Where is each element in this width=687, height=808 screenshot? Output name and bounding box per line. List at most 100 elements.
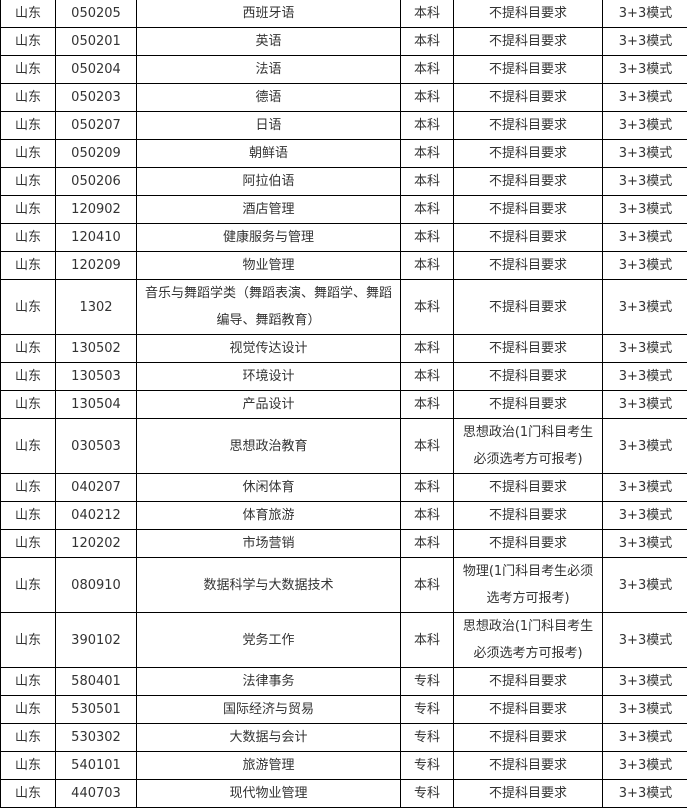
level-cell: 本科 <box>401 112 454 140</box>
code-cell: 040207 <box>56 474 137 502</box>
mode-cell: 3+3模式 <box>603 363 687 391</box>
subject-requirement-cell: 不提科目要求 <box>454 724 603 752</box>
province-cell: 山东 <box>1 613 56 668</box>
subject-requirement-cell: 不提科目要求 <box>454 140 603 168</box>
province-cell: 山东 <box>1 363 56 391</box>
subject-requirement-cell: 不提科目要求 <box>454 780 603 808</box>
major-name-cell: 日语 <box>137 112 401 140</box>
major-name-cell: 数据科学与大数据技术 <box>137 558 401 613</box>
level-cell: 本科 <box>401 196 454 224</box>
major-name-cell: 阿拉伯语 <box>137 168 401 196</box>
major-name-cell: 物业管理 <box>137 252 401 280</box>
mode-cell: 3+3模式 <box>603 196 687 224</box>
province-cell: 山东 <box>1 419 56 474</box>
major-name-cell: 市场营销 <box>137 530 401 558</box>
major-name-cell: 现代物业管理 <box>137 780 401 808</box>
mode-cell: 3+3模式 <box>603 168 687 196</box>
subject-requirement-cell: 不提科目要求 <box>454 530 603 558</box>
subject-requirement-cell: 不提科目要求 <box>454 224 603 252</box>
province-cell: 山东 <box>1 56 56 84</box>
major-name-cell: 环境设计 <box>137 363 401 391</box>
major-name-cell: 思想政治教育 <box>137 419 401 474</box>
province-cell: 山东 <box>1 474 56 502</box>
subject-requirement-cell: 不提科目要求 <box>454 56 603 84</box>
code-cell: 040212 <box>56 502 137 530</box>
mode-cell: 3+3模式 <box>603 56 687 84</box>
mode-cell: 3+3模式 <box>603 280 687 335</box>
mode-cell: 3+3模式 <box>603 724 687 752</box>
major-name-cell: 德语 <box>137 84 401 112</box>
major-name-cell: 西班牙语 <box>137 0 401 28</box>
code-cell: 440703 <box>56 780 137 808</box>
major-name-cell: 英语 <box>137 28 401 56</box>
level-cell: 本科 <box>401 335 454 363</box>
province-cell: 山东 <box>1 780 56 808</box>
level-cell: 本科 <box>401 0 454 28</box>
subject-requirement-cell: 不提科目要求 <box>454 84 603 112</box>
code-cell: 1302 <box>56 280 137 335</box>
province-cell: 山东 <box>1 252 56 280</box>
mode-cell: 3+3模式 <box>603 112 687 140</box>
major-name-cell: 法语 <box>137 56 401 84</box>
major-name-cell: 旅游管理 <box>137 752 401 780</box>
mode-cell: 3+3模式 <box>603 752 687 780</box>
province-cell: 山东 <box>1 558 56 613</box>
level-cell: 本科 <box>401 28 454 56</box>
code-cell: 580401 <box>56 668 137 696</box>
subject-requirement-cell: 不提科目要求 <box>454 335 603 363</box>
level-cell: 本科 <box>401 613 454 668</box>
code-cell: 120410 <box>56 224 137 252</box>
province-cell: 山东 <box>1 668 56 696</box>
level-cell: 本科 <box>401 280 454 335</box>
code-cell: 030503 <box>56 419 137 474</box>
province-cell: 山东 <box>1 84 56 112</box>
level-cell: 本科 <box>401 502 454 530</box>
mode-cell: 3+3模式 <box>603 224 687 252</box>
major-name-cell: 视觉传达设计 <box>137 335 401 363</box>
code-cell: 390102 <box>56 613 137 668</box>
mode-cell: 3+3模式 <box>603 391 687 419</box>
level-cell: 本科 <box>401 252 454 280</box>
major-name-cell: 国际经济与贸易 <box>137 696 401 724</box>
province-cell: 山东 <box>1 112 56 140</box>
subject-requirement-cell: 思想政治(1门科目考生必须选考方可报考) <box>454 419 603 474</box>
level-cell: 本科 <box>401 56 454 84</box>
code-cell: 050205 <box>56 0 137 28</box>
level-cell: 本科 <box>401 391 454 419</box>
mode-cell: 3+3模式 <box>603 502 687 530</box>
major-name-cell: 体育旅游 <box>137 502 401 530</box>
level-cell: 专科 <box>401 724 454 752</box>
mode-cell: 3+3模式 <box>603 84 687 112</box>
subject-requirement-cell: 不提科目要求 <box>454 112 603 140</box>
province-cell: 山东 <box>1 140 56 168</box>
level-cell: 专科 <box>401 668 454 696</box>
level-cell: 本科 <box>401 363 454 391</box>
subject-requirement-cell: 不提科目要求 <box>454 28 603 56</box>
code-cell: 050203 <box>56 84 137 112</box>
province-cell: 山东 <box>1 168 56 196</box>
mode-cell: 3+3模式 <box>603 613 687 668</box>
province-cell: 山东 <box>1 696 56 724</box>
code-cell: 120202 <box>56 530 137 558</box>
mode-cell: 3+3模式 <box>603 530 687 558</box>
subject-requirement-cell: 不提科目要求 <box>454 696 603 724</box>
level-cell: 本科 <box>401 419 454 474</box>
level-cell: 本科 <box>401 84 454 112</box>
major-name-cell: 音乐与舞蹈学类（舞蹈表演、舞蹈学、舞蹈编导、舞蹈教育） <box>137 280 401 335</box>
major-name-cell: 酒店管理 <box>137 196 401 224</box>
mode-cell: 3+3模式 <box>603 335 687 363</box>
level-cell: 专科 <box>401 752 454 780</box>
